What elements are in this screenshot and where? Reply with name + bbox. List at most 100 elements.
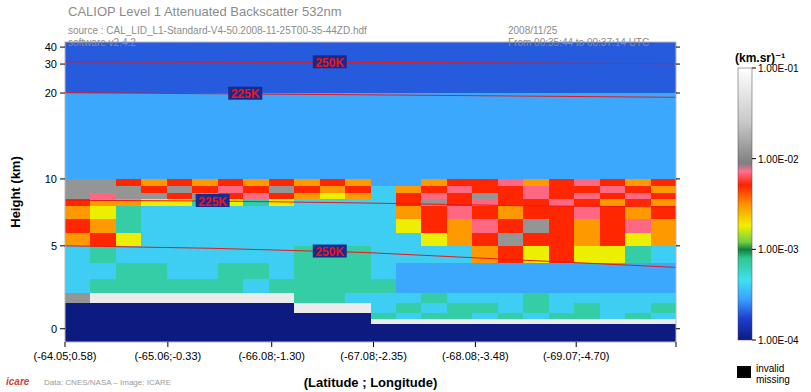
heat-cell [625, 186, 651, 193]
heat-cell [345, 192, 371, 199]
heat-cell [345, 262, 371, 279]
y-tick [60, 328, 65, 329]
colorbar-tick [752, 249, 756, 250]
contour-label: 250K [315, 56, 344, 70]
heat-cell [421, 136, 447, 162]
chart: 250K225K225K250K0510203040(-64.05;0.58)(… [0, 0, 811, 392]
annotation: invalid [756, 363, 784, 374]
heat-cell [472, 302, 498, 312]
heat-cell [345, 279, 371, 293]
heat-cell [345, 324, 371, 329]
heat-cell [192, 232, 218, 246]
heat-cell [600, 219, 626, 233]
heat-cell [243, 279, 269, 293]
heat-cell [167, 292, 193, 302]
heat-cell [320, 206, 346, 220]
heat-cell [523, 64, 549, 93]
heat-cell [600, 192, 626, 199]
heat-cell [294, 262, 320, 279]
heat-cell [549, 246, 575, 263]
heat-cell [574, 219, 600, 233]
heat-cell [574, 292, 600, 302]
heat-cell [218, 279, 244, 293]
heat-cell [371, 324, 397, 329]
heat-cell [523, 206, 549, 220]
heat-cell [345, 136, 371, 162]
heat-cell [90, 292, 116, 302]
heat-cell [141, 162, 167, 180]
heat-cell [371, 232, 397, 246]
heat-cell [65, 219, 91, 233]
heat-cell [167, 302, 193, 312]
heat-cell [167, 64, 193, 93]
heat-cell [371, 179, 397, 186]
heat-cell [345, 162, 371, 180]
heat-cell [320, 93, 346, 136]
heat-cell [523, 292, 549, 302]
heat-cell [651, 312, 676, 319]
heat-cell [65, 279, 91, 293]
heat-cell [192, 279, 218, 293]
heat-cell [192, 162, 218, 180]
heat-cell [523, 93, 549, 136]
heat-cell [396, 302, 422, 312]
heat-cell [447, 279, 473, 293]
heat-cell [141, 262, 167, 279]
annotation: icare [6, 376, 30, 387]
heat-cell [396, 186, 422, 193]
heat-cell [192, 324, 218, 329]
heat-cell [600, 136, 626, 162]
heat-cell [651, 232, 676, 246]
heat-cell [651, 64, 676, 93]
heat-cell [371, 279, 397, 293]
heat-cell [345, 219, 371, 233]
heat-cell [600, 302, 626, 312]
heat-cell [447, 64, 473, 93]
annotation: missing [756, 374, 790, 385]
heat-cell [421, 232, 447, 246]
heat-cell [269, 246, 295, 263]
x-tick-label: (-68.08;-3.48) [442, 350, 509, 362]
heat-cell [625, 179, 651, 186]
heat-cell [141, 219, 167, 233]
heat-cell [90, 219, 116, 233]
heat-cell [243, 324, 269, 329]
heat-cell [472, 246, 498, 263]
heat-cell [320, 219, 346, 233]
heat-cell [65, 302, 91, 312]
heat-cell [625, 136, 651, 162]
heat-cell [625, 64, 651, 93]
heat-cell [294, 302, 320, 312]
heat-cell [116, 136, 142, 162]
heat-cell [294, 93, 320, 136]
heat-cell [65, 312, 91, 319]
heat-cell [243, 162, 269, 180]
heat-cell [65, 162, 91, 180]
heat-cell [65, 64, 91, 93]
heat-cell [243, 192, 269, 199]
heat-cell [523, 324, 549, 329]
y-tick [60, 64, 65, 65]
heat-cell [651, 292, 676, 302]
x-tick [167, 342, 168, 347]
heat-cell [574, 246, 600, 263]
heat-cell [421, 206, 447, 220]
heat-cell [523, 302, 549, 312]
heat-cell [421, 93, 447, 136]
heat-cell [523, 179, 549, 186]
heat-cell [243, 312, 269, 319]
heat-cell [625, 192, 651, 199]
heat-cell [345, 186, 371, 193]
heat-cell [421, 186, 447, 193]
heat-cell [549, 329, 575, 342]
heat-cell [116, 312, 142, 319]
heat-cell [651, 329, 676, 342]
heat-cell [396, 329, 422, 342]
heat-cell [523, 192, 549, 199]
heat-cell [167, 329, 193, 342]
heat-cell [421, 162, 447, 180]
heat-cell [141, 312, 167, 319]
heat-cell [141, 232, 167, 246]
heat-cell [549, 324, 575, 329]
heat-cell [625, 93, 651, 136]
